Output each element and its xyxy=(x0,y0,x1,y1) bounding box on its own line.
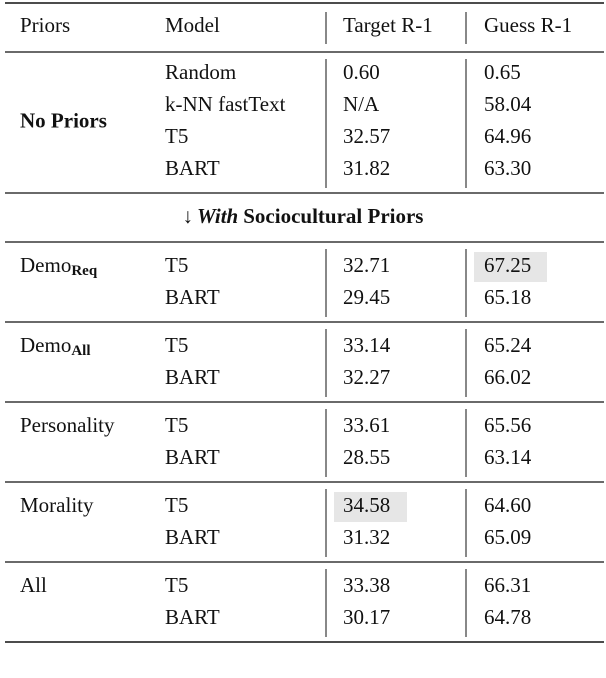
model-cell: BART xyxy=(165,285,220,309)
guess-cell: 67.25 xyxy=(484,253,531,277)
target-cell: 34.58 xyxy=(343,493,390,517)
section-heading: ↓ With Sociocultural Priors xyxy=(183,204,424,228)
target-cell: 28.55 xyxy=(343,445,390,469)
model-cell: BART xyxy=(165,525,220,549)
prior-cell: Personality xyxy=(20,413,115,437)
guess-cell: 63.14 xyxy=(484,445,532,469)
prior-label: All xyxy=(20,573,47,597)
target-cell: 33.61 xyxy=(343,413,390,437)
target-cell: 33.14 xyxy=(343,333,391,357)
guess-cell: 64.78 xyxy=(484,605,531,629)
guess-cell: 64.60 xyxy=(484,493,531,517)
model-cell: T5 xyxy=(165,124,188,148)
column-header: Priors xyxy=(20,13,70,37)
model-cell: T5 xyxy=(165,493,188,517)
prior-label: Personality xyxy=(20,413,115,437)
guess-cell: 66.31 xyxy=(484,573,531,597)
model-cell: T5 xyxy=(165,253,188,277)
section-text: Sociocultural Priors xyxy=(243,204,423,228)
prior-label: No Priors xyxy=(20,108,107,132)
guess-cell: 65.18 xyxy=(484,285,531,309)
guess-cell: 65.09 xyxy=(484,525,531,549)
highlight-cell xyxy=(334,492,407,522)
prior-cell: No Priors xyxy=(20,108,107,132)
model-cell: T5 xyxy=(165,413,188,437)
prior-label: Demo xyxy=(20,253,71,277)
column-header: Guess R-1 xyxy=(484,13,572,37)
column-header: Model xyxy=(165,13,220,37)
guess-cell: 0.65 xyxy=(484,60,521,84)
prior-subscript: Req xyxy=(71,263,97,279)
target-cell: 31.82 xyxy=(343,156,390,180)
model-cell: BART xyxy=(165,605,220,629)
prior-cell: Morality xyxy=(20,493,94,517)
target-cell: 32.71 xyxy=(343,253,390,277)
target-cell: 0.60 xyxy=(343,60,380,84)
prior-label: Demo xyxy=(20,333,71,357)
model-cell: BART xyxy=(165,156,220,180)
prior-subscript: All xyxy=(71,343,90,359)
model-cell: Random xyxy=(165,60,236,84)
prior-label: Morality xyxy=(20,493,94,517)
highlight-cell xyxy=(474,252,547,282)
guess-cell: 65.24 xyxy=(484,333,532,357)
model-cell: T5 xyxy=(165,573,188,597)
target-cell: N/A xyxy=(343,92,380,116)
prior-cell: DemoReq xyxy=(20,253,98,280)
guess-cell: 64.96 xyxy=(484,124,531,148)
prior-cell: All xyxy=(20,573,47,597)
target-cell: 32.57 xyxy=(343,124,390,148)
target-cell: 32.27 xyxy=(343,365,390,389)
target-cell: 33.38 xyxy=(343,573,390,597)
column-header: Target R-1 xyxy=(343,13,433,37)
model-cell: BART xyxy=(165,365,220,389)
target-cell: 30.17 xyxy=(343,605,390,629)
prior-cell: DemoAll xyxy=(20,333,91,360)
target-cell: 31.32 xyxy=(343,525,390,549)
section-arrow: ↓ xyxy=(183,204,194,228)
guess-cell: 63.30 xyxy=(484,156,531,180)
section-emphasis: With xyxy=(197,204,238,228)
target-cell: 29.45 xyxy=(343,285,390,309)
model-cell: k-NN fastText xyxy=(165,92,286,116)
model-cell: BART xyxy=(165,445,220,469)
model-cell: T5 xyxy=(165,333,188,357)
guess-cell: 66.02 xyxy=(484,365,531,389)
guess-cell: 65.56 xyxy=(484,413,531,437)
guess-cell: 58.04 xyxy=(484,92,532,116)
